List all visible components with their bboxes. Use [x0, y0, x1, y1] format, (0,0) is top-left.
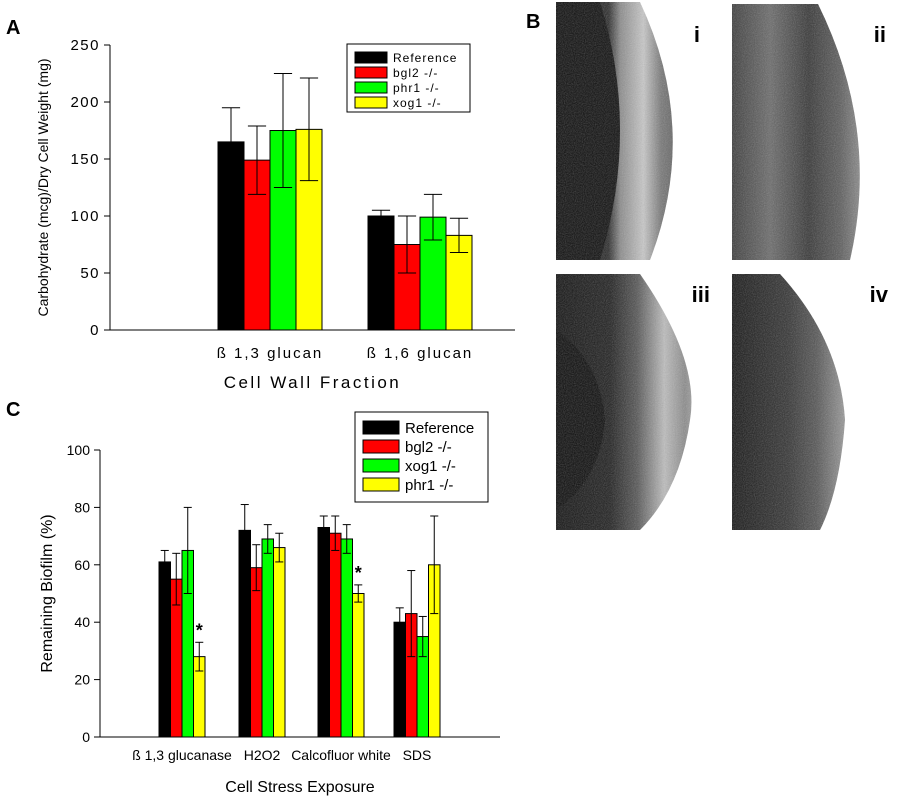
bar-bgl2-2	[329, 532, 342, 738]
panel-label-c: C	[6, 399, 20, 421]
micrograph-label-i: i	[694, 22, 700, 47]
x-tick-label: ß 1,6 glucan	[367, 345, 474, 362]
legend-label: Reference	[405, 420, 474, 437]
legend-swatch	[362, 477, 400, 492]
y-tick-label: 40	[74, 614, 90, 630]
y-tick-label: 50	[80, 265, 100, 282]
x-tick-label: SDS	[403, 747, 432, 763]
y-tick-label: 0	[82, 729, 90, 745]
micrograph-label-ii: ii	[874, 22, 886, 47]
bar-xog1-2	[340, 538, 353, 738]
micrograph-iii: iii	[556, 274, 722, 530]
bar-xog1-1	[261, 538, 274, 738]
y-axis-title: Remaining Biofilm (%)	[39, 514, 56, 672]
micrograph-label-iv: iv	[870, 282, 889, 307]
micrograph-iv: iv	[732, 274, 904, 530]
y-tick-label: 150	[70, 151, 100, 168]
legend-label: Reference	[393, 51, 457, 65]
legend-swatch	[362, 420, 400, 435]
legend-label: xog1 -/-	[405, 458, 456, 475]
legend-swatch	[354, 96, 388, 109]
micrograph-ii: ii	[732, 4, 902, 260]
bar-phr1-2	[352, 593, 365, 738]
legend-label: bgl2 -/-	[393, 66, 438, 80]
bar-reference-3	[393, 621, 406, 738]
micrograph-i: i	[556, 2, 716, 260]
y-tick-label: 80	[74, 499, 90, 515]
y-tick-label: 60	[74, 557, 90, 573]
legend-swatch	[362, 439, 400, 454]
chart-c: 0 20 40 60 80 100 ß 1,3 glucanase H2O2 Calcofluo…	[39, 411, 500, 796]
panel-label-a: A	[6, 17, 20, 39]
bar-phr1-1	[273, 547, 286, 738]
y-tick-label: 0	[90, 322, 100, 339]
legend-label: phr1 -/-	[393, 81, 440, 95]
legend-label: bgl2 -/-	[405, 439, 452, 456]
x-tick-label: Calcofluor white	[291, 747, 391, 763]
micrograph-panel: i ii iii iv	[556, 2, 904, 530]
x-tick-label: H2O2	[244, 747, 281, 763]
legend-label: phr1 -/-	[405, 477, 453, 494]
x-tick-label: ß 1,3 glucan	[217, 345, 324, 362]
x-axis-title: Cell Stress Exposure	[225, 779, 374, 796]
legend-swatch	[354, 51, 388, 64]
y-axis-title: Carbohydrate (mcg)/Dry Cell Weight (mg)	[35, 58, 51, 316]
chart-a: 0 50 100 150 200 250 ß 1,3 glucan ß 1,6 glucan C…	[35, 37, 515, 392]
legend: Reference bgl2 -/- xog1 -/- phr1 -/-	[354, 411, 489, 503]
bar-reference-2	[317, 526, 330, 738]
bar-reference-1	[367, 215, 395, 331]
bar-bgl2-1	[393, 244, 421, 331]
bar-reference-1	[238, 529, 251, 738]
legend-swatch	[354, 81, 388, 94]
significance-marker: *	[355, 563, 362, 583]
y-tick-label: 200	[70, 94, 100, 111]
legend-swatch	[362, 458, 400, 473]
legend-swatch	[354, 66, 388, 79]
significance-marker: *	[196, 620, 203, 640]
bar-bgl2-1	[250, 567, 263, 738]
y-tick-label: 250	[70, 37, 100, 54]
bar-reference-0	[158, 561, 171, 738]
y-tick-label: 20	[74, 672, 90, 688]
panel-label-b: B	[526, 11, 540, 33]
x-tick-label: ß 1,3 glucanase	[132, 747, 232, 763]
y-tick-label: 100	[70, 208, 100, 225]
legend-label: xog1 -/-	[393, 96, 442, 110]
y-tick-label: 100	[67, 442, 91, 458]
micrograph-label-iii: iii	[692, 282, 710, 307]
x-axis-title: Cell Wall Fraction	[224, 373, 402, 392]
